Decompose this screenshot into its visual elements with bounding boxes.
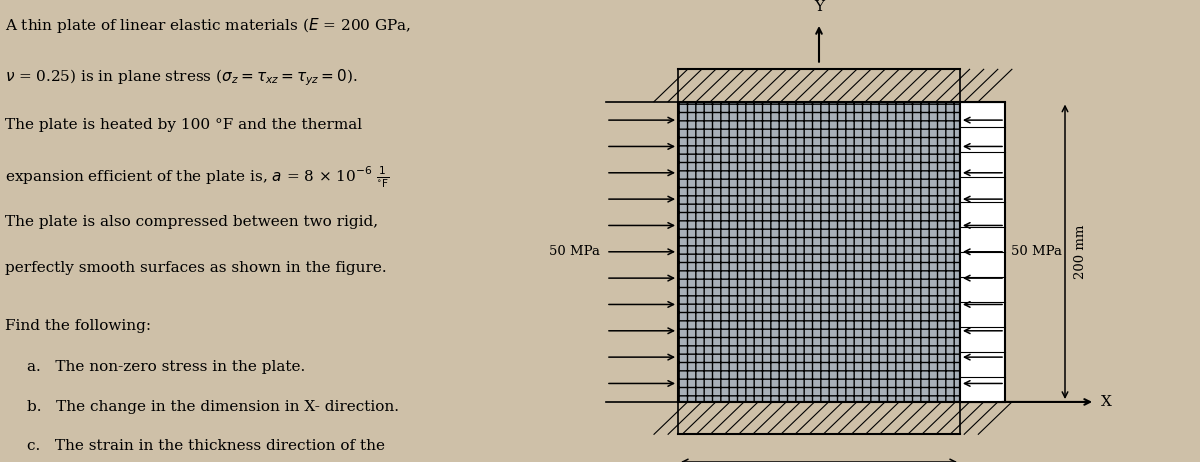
Text: The plate is also compressed between two rigid,: The plate is also compressed between two…	[5, 215, 378, 229]
Bar	[960, 102, 1006, 402]
Text: 50 MPa: 50 MPa	[550, 245, 600, 258]
Text: Find the following:: Find the following:	[5, 319, 151, 333]
Text: A thin plate of linear elastic materials ($E$ = 200 GPa,: A thin plate of linear elastic materials…	[5, 16, 412, 35]
Bar	[678, 102, 960, 402]
Text: b.   The change in the dimension in X- direction.: b. The change in the dimension in X- dir…	[28, 400, 398, 413]
Text: 200 mm: 200 mm	[1074, 225, 1087, 279]
Text: X: X	[1102, 395, 1112, 409]
Text: perfectly smooth surfaces as shown in the figure.: perfectly smooth surfaces as shown in th…	[5, 261, 386, 275]
Text: 50 MPa: 50 MPa	[1010, 245, 1062, 258]
Text: expansion efficient of the plate is, $a$ = 8 × 10$^{-6}$ $\frac{1}{\mathrm{{}^{\: expansion efficient of the plate is, $a$…	[5, 164, 390, 189]
Text: c.   The strain in the thickness direction of the: c. The strain in the thickness direction…	[28, 439, 385, 453]
Text: $\nu$ = 0.25) is in plane stress ($\sigma_z = \tau_{xz} = \tau_{yz} = 0$).: $\nu$ = 0.25) is in plane stress ($\sigm…	[5, 67, 358, 88]
Bar	[678, 69, 960, 102]
Bar	[678, 402, 960, 434]
Text: Y: Y	[814, 0, 824, 14]
Text: a.   The non-zero stress in the plate.: a. The non-zero stress in the plate.	[28, 360, 305, 374]
Text: The plate is heated by 100 °F and the thermal: The plate is heated by 100 °F and the th…	[5, 118, 362, 132]
